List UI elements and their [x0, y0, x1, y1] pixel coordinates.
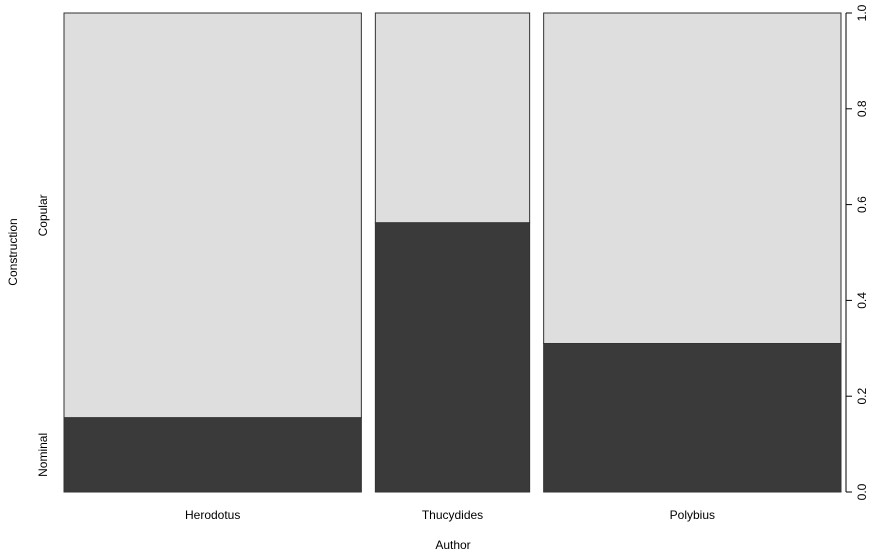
- bars-group: [63, 12, 842, 493]
- y-tick-label: 0.2: [855, 388, 869, 405]
- level-label-nominal: Nominal: [36, 433, 50, 477]
- y-tick-label: 0.6: [855, 196, 869, 213]
- y-axis-right: 0.0 0.2 0.4 0.6 0.8 1.0: [845, 4, 869, 500]
- x-tick-label-polybius: Polybius: [670, 508, 715, 522]
- y-tick-label: 1.0: [855, 4, 869, 21]
- y-tick-label: 0.4: [855, 292, 869, 309]
- x-tick-label-thucydides: Thucydides: [422, 508, 483, 522]
- bar-nominal-herodotus: [63, 417, 362, 493]
- bar-copular-polybius: [543, 12, 842, 345]
- x-tick-label-herodotus: Herodotus: [185, 508, 240, 522]
- level-labels: Nominal Copular: [36, 194, 50, 477]
- bar-nominal-thucydides: [374, 222, 531, 493]
- y-axis-label: Construction: [6, 218, 20, 285]
- level-label-copular: Copular: [36, 194, 50, 236]
- bar-nominal-polybius: [543, 343, 842, 493]
- x-axis-label: Author: [435, 538, 470, 552]
- x-tick-labels: Herodotus Thucydides Polybius: [185, 508, 715, 522]
- bar-copular-thucydides: [374, 12, 531, 224]
- y-tick-label: 0.0: [855, 483, 869, 500]
- y-tick-label: 0.8: [855, 100, 869, 117]
- bar-copular-herodotus: [63, 12, 362, 419]
